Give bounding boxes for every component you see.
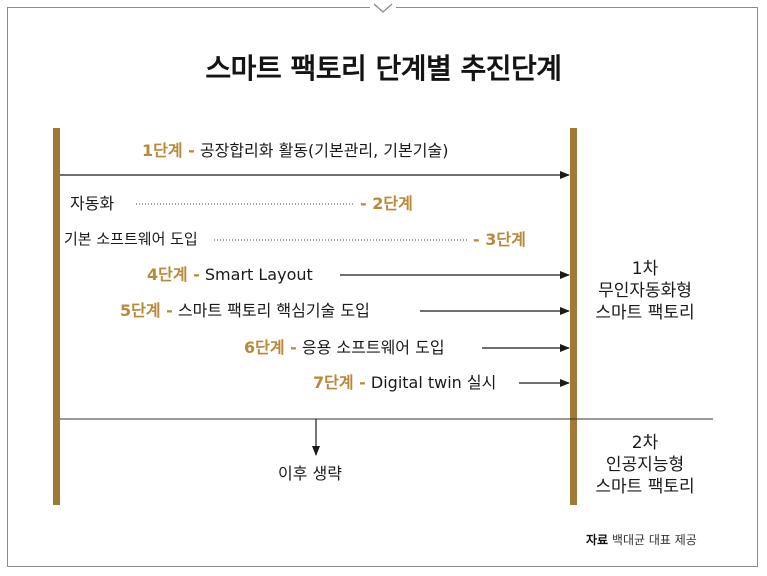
stage1-text: 공장합리화 활동(기본관리, 기본기술) bbox=[199, 141, 449, 160]
source-note: 자료 백대균 대표 제공 bbox=[586, 534, 697, 546]
stage5: 5단계 - 스마트 팩토리 핵심기술 도입 bbox=[120, 303, 370, 319]
stage1-label: 1단계 - bbox=[142, 141, 195, 160]
stage7-text: Digital twin 실시 bbox=[370, 373, 497, 392]
stage2-text: 자동화 bbox=[70, 194, 115, 213]
stage4-text: Smart Layout bbox=[204, 265, 313, 284]
stage3-text: 기본 소프트웨어 도입 bbox=[64, 230, 198, 248]
phase2-line2: 인공지능형 bbox=[605, 455, 685, 475]
stage5-label: 5단계 - bbox=[120, 301, 173, 320]
stage4-label: 4단계 - bbox=[147, 265, 200, 284]
right-bar bbox=[570, 128, 577, 505]
phase1-line1: 1차 bbox=[631, 259, 659, 279]
stage6-text: 응용 소프트웨어 도입 bbox=[301, 338, 445, 357]
stage6: 6단계 - 응용 소프트웨어 도입 bbox=[244, 340, 445, 356]
left-bar bbox=[53, 128, 60, 505]
top-notch bbox=[370, 0, 396, 14]
source-label: 자료 bbox=[586, 533, 609, 547]
after-note: 이후 생략 bbox=[278, 464, 342, 483]
phase2-line1: 2차 bbox=[631, 433, 659, 453]
stage1: 1단계 - 공장합리화 활동(기본관리, 기본기술) bbox=[142, 143, 448, 159]
stage7-label: 7단계 - bbox=[313, 373, 366, 392]
stage4: 4단계 - Smart Layout bbox=[147, 267, 313, 283]
source-text: 백대균 대표 제공 bbox=[611, 533, 697, 547]
stage3-label: - 3단계 bbox=[473, 230, 526, 249]
stage6-label: 6단계 - bbox=[244, 338, 297, 357]
phase2-line3: 스마트 팩토리 bbox=[595, 477, 695, 497]
diagram-frame bbox=[7, 7, 758, 567]
phase1-line3: 스마트 팩토리 bbox=[595, 303, 695, 323]
page-title: 스마트 팩토리 단계별 추진단계 bbox=[205, 52, 562, 85]
stage7: 7단계 - Digital twin 실시 bbox=[313, 375, 496, 391]
phase1-label: 1차 무인자동화형 스마트 팩토리 bbox=[577, 258, 713, 324]
chevron-down-icon bbox=[373, 3, 393, 13]
phase2-label: 2차 인공지능형 스마트 팩토리 bbox=[577, 432, 713, 498]
stage2-label: - 2단계 bbox=[360, 194, 413, 213]
stage5-text: 스마트 팩토리 핵심기술 도입 bbox=[177, 301, 370, 320]
phase1-line2: 무인자동화형 bbox=[598, 281, 692, 301]
